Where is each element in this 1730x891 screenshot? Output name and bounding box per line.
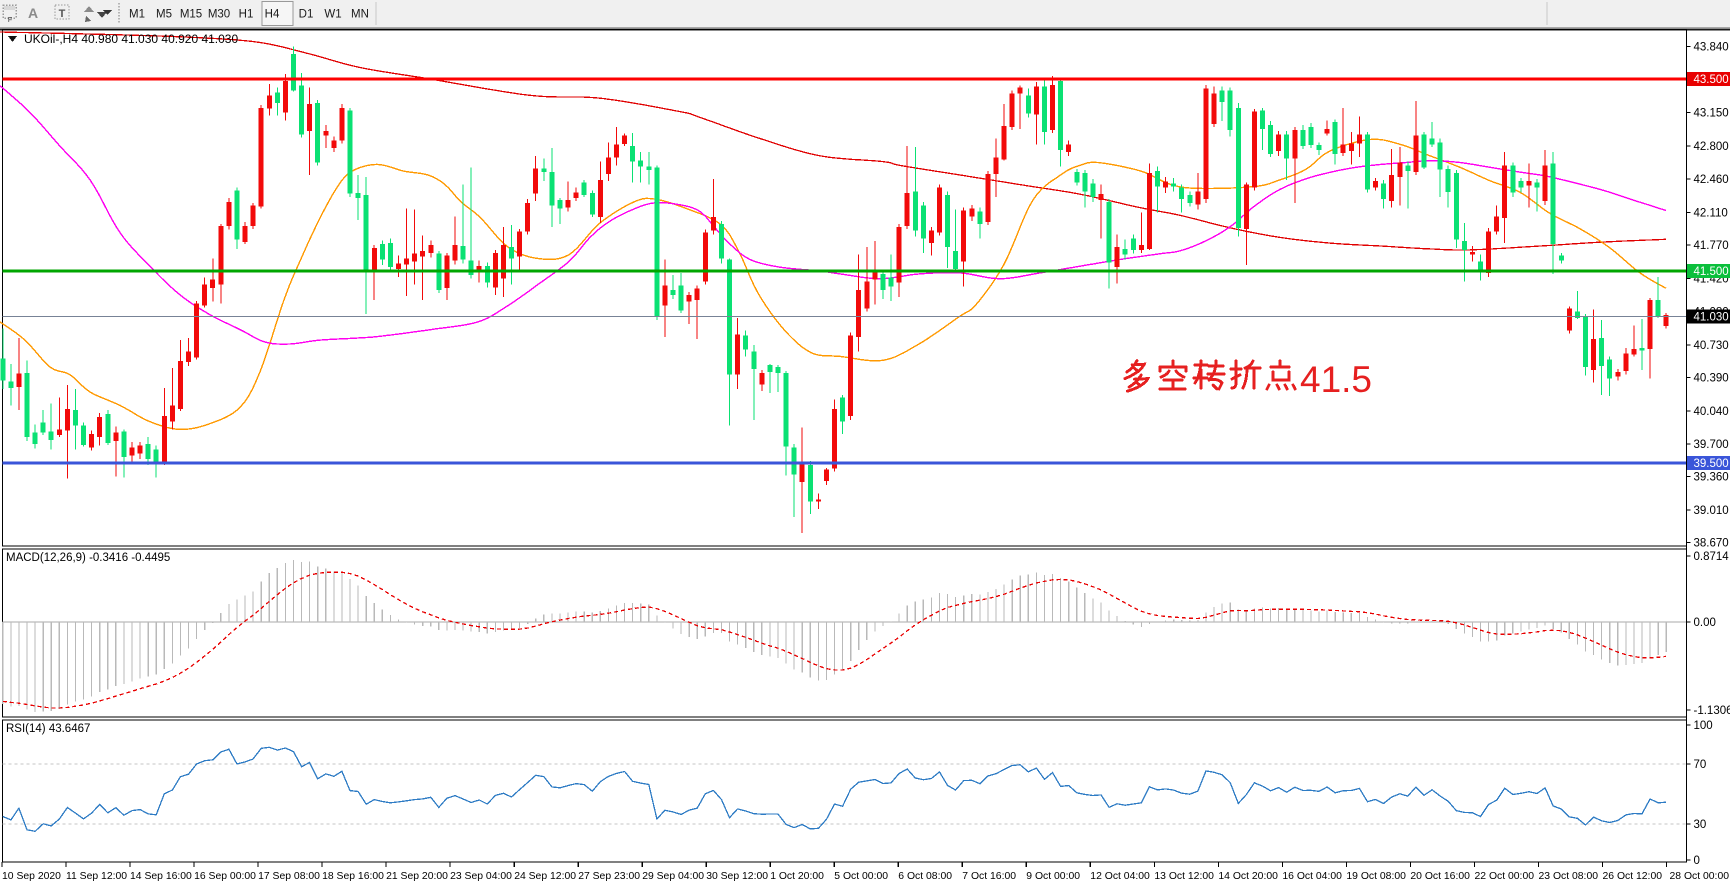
svg-text:24 Sep 12:00: 24 Sep 12:00 [514, 871, 576, 882]
svg-text:40.730: 40.730 [1694, 340, 1729, 352]
svg-text:41.5: 41.5 [1300, 359, 1372, 400]
svg-text:70: 70 [1694, 759, 1707, 771]
svg-text:21 Sep 20:00: 21 Sep 20:00 [386, 871, 448, 882]
svg-text:29 Sep 04:00: 29 Sep 04:00 [642, 871, 704, 882]
svg-text:41.500: 41.500 [1694, 266, 1729, 278]
svg-text:0: 0 [1694, 855, 1700, 867]
svg-text:41.030: 41.030 [1694, 312, 1729, 324]
svg-text:MN: MN [351, 9, 369, 21]
svg-text:T: T [59, 8, 66, 20]
svg-text:1 Oct 20:00: 1 Oct 20:00 [770, 871, 824, 882]
svg-text:14 Oct 20:00: 14 Oct 20:00 [1218, 871, 1278, 882]
svg-text:13 Oct 12:00: 13 Oct 12:00 [1154, 871, 1214, 882]
svg-text:39.700: 39.700 [1694, 439, 1729, 451]
svg-text:17 Sep 08:00: 17 Sep 08:00 [258, 871, 320, 882]
svg-text:28 Oct 00:00: 28 Oct 00:00 [1670, 871, 1730, 882]
svg-text:11 Sep 12:00: 11 Sep 12:00 [66, 871, 127, 882]
svg-text:-1.1306: -1.1306 [1694, 705, 1730, 717]
svg-text:43.150: 43.150 [1694, 108, 1729, 120]
svg-text:6 Oct 08:00: 6 Oct 08:00 [898, 871, 952, 882]
svg-text:10 Sep 2020: 10 Sep 2020 [2, 871, 61, 882]
svg-text:22 Oct 00:00: 22 Oct 00:00 [1475, 871, 1535, 882]
svg-text:A: A [28, 5, 38, 21]
svg-text:12 Oct 04:00: 12 Oct 04:00 [1090, 871, 1150, 882]
svg-text:20 Oct 16:00: 20 Oct 16:00 [1410, 871, 1470, 882]
svg-text:23 Oct 08:00: 23 Oct 08:00 [1539, 871, 1599, 882]
svg-text:9 Oct 00:00: 9 Oct 00:00 [1026, 871, 1080, 882]
svg-text:F: F [8, 17, 12, 24]
svg-text:43.500: 43.500 [1694, 74, 1729, 86]
svg-text:W1: W1 [324, 9, 341, 21]
svg-text:40.040: 40.040 [1694, 406, 1729, 418]
svg-text:30 Sep 12:00: 30 Sep 12:00 [706, 871, 768, 882]
svg-text:43.840: 43.840 [1694, 41, 1729, 53]
svg-text:0.8714: 0.8714 [1694, 551, 1730, 563]
svg-text:M1: M1 [129, 9, 145, 21]
svg-text:26 Oct 12:00: 26 Oct 12:00 [1603, 871, 1663, 882]
svg-text:30: 30 [1694, 819, 1707, 831]
svg-text:42.110: 42.110 [1694, 207, 1728, 219]
svg-text:14 Sep 16:00: 14 Sep 16:00 [130, 871, 192, 882]
svg-text:39.500: 39.500 [1694, 458, 1729, 470]
svg-text:40.390: 40.390 [1694, 373, 1729, 385]
svg-text:M15: M15 [180, 9, 202, 21]
svg-text:RSI(14) 43.6467: RSI(14) 43.6467 [6, 723, 90, 735]
svg-text:42.800: 42.800 [1694, 141, 1729, 153]
svg-text:UKOil-,H4 40.980 41.030 40.92: UKOil-,H4 40.980 41.030 40.920 41.030 [24, 32, 238, 46]
svg-text:42.460: 42.460 [1694, 174, 1729, 186]
svg-text:D1: D1 [299, 9, 314, 21]
svg-text:23 Sep 04:00: 23 Sep 04:00 [450, 871, 512, 882]
svg-text:41.770: 41.770 [1694, 240, 1729, 252]
svg-text:7 Oct 16:00: 7 Oct 16:00 [962, 871, 1016, 882]
svg-text:18 Sep 16:00: 18 Sep 16:00 [322, 871, 384, 882]
svg-text:38.670: 38.670 [1694, 538, 1729, 550]
svg-text:M5: M5 [156, 9, 172, 21]
svg-text:M30: M30 [208, 9, 230, 21]
svg-text:19 Oct 08:00: 19 Oct 08:00 [1346, 871, 1406, 882]
svg-text:16 Sep 00:00: 16 Sep 00:00 [194, 871, 256, 882]
svg-text:39.010: 39.010 [1694, 505, 1729, 517]
svg-text:MACD(12,26,9) -0.3416 -0.4495: MACD(12,26,9) -0.3416 -0.4495 [6, 552, 170, 564]
svg-text:H1: H1 [239, 9, 254, 21]
svg-text:16 Oct 04:00: 16 Oct 04:00 [1282, 871, 1342, 882]
svg-text:39.360: 39.360 [1694, 471, 1729, 483]
svg-text:0.00: 0.00 [1694, 617, 1716, 629]
svg-text:5 Oct 00:00: 5 Oct 00:00 [834, 871, 888, 882]
svg-text:H4: H4 [265, 9, 280, 21]
svg-text:27 Sep 23:00: 27 Sep 23:00 [578, 871, 640, 882]
svg-text:100: 100 [1694, 720, 1713, 732]
